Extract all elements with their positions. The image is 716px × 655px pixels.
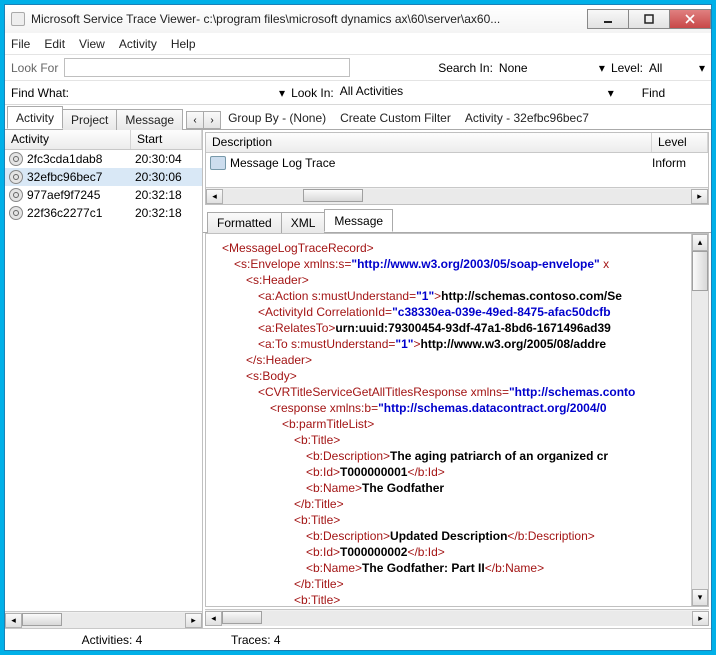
activity-row[interactable]: 2fc3cda1dab820:30:04 <box>5 150 202 168</box>
maximize-button[interactable] <box>628 9 670 29</box>
activity-row[interactable]: 22f36c2277c120:32:18 <box>5 204 202 222</box>
scroll-right-icon[interactable]: ▸ <box>691 189 708 204</box>
trace-icon <box>210 156 226 170</box>
activity-id: 22f36c2277c1 <box>27 206 135 220</box>
dropdown-icon[interactable]: ▾ <box>599 61 605 75</box>
v-scrollbar[interactable]: ▴ ▾ <box>691 234 708 606</box>
col-start[interactable]: Start <box>131 130 202 149</box>
activity-list: 2fc3cda1dab820:30:0432efbc96bec720:30:06… <box>5 150 202 611</box>
level-value[interactable]: All <box>649 61 693 75</box>
activity-indicator: Activity - 32efbc96bec7 <box>465 111 589 125</box>
scroll-left-icon[interactable]: ◂ <box>205 611 222 626</box>
custom-filter-button[interactable]: Create Custom Filter <box>340 111 451 125</box>
h-scrollbar[interactable]: ◂ ▸ <box>5 611 202 628</box>
app-window: Microsoft Service Trace Viewer- c:\progr… <box>4 4 712 651</box>
look-in-value[interactable]: All Activities <box>340 84 602 102</box>
trace-description: Message Log Trace <box>230 156 652 170</box>
trace-pane: Description Level Message Log Trace Info… <box>203 130 711 628</box>
nav-prev-button[interactable]: ‹ <box>186 111 204 129</box>
find-what-label: Find What: <box>11 86 69 100</box>
menu-help[interactable]: Help <box>171 37 196 51</box>
look-for-input[interactable] <box>64 58 350 77</box>
menu-edit[interactable]: Edit <box>44 37 65 51</box>
menu-view[interactable]: View <box>79 37 105 51</box>
h-scrollbar[interactable]: ◂ ▸ <box>205 609 709 626</box>
dropdown-icon[interactable]: ▾ <box>699 61 705 75</box>
menubar: File Edit View Activity Help <box>5 33 711 55</box>
search-in-value[interactable]: None <box>499 61 593 75</box>
scroll-thumb[interactable] <box>692 251 708 291</box>
scroll-thumb[interactable] <box>222 611 262 624</box>
activity-start: 20:32:18 <box>135 206 195 220</box>
titlebar: Microsoft Service Trace Viewer- c:\progr… <box>5 5 711 33</box>
dropdown-icon[interactable]: ▾ <box>279 86 285 100</box>
scroll-down-icon[interactable]: ▾ <box>692 589 708 606</box>
scroll-right-icon[interactable]: ▸ <box>185 613 202 628</box>
group-by-button[interactable]: Group By - (None) <box>228 111 326 125</box>
find-button[interactable]: Find <box>642 86 665 100</box>
activity-id: 32efbc96bec7 <box>27 170 135 184</box>
menu-activity[interactable]: Activity <box>119 37 157 51</box>
close-button[interactable] <box>669 9 711 29</box>
activity-row[interactable]: 32efbc96bec720:30:06 <box>5 168 202 186</box>
nav-next-button[interactable]: › <box>203 111 221 129</box>
scroll-thumb[interactable] <box>22 613 62 626</box>
tab-message[interactable]: Message <box>116 109 183 130</box>
statusbar: Activities: 4 Traces: 4 <box>5 628 711 650</box>
tab-activity[interactable]: Activity <box>7 106 63 129</box>
activity-icon <box>9 188 23 202</box>
activity-icon <box>9 170 23 184</box>
look-for-label: Look For <box>11 61 58 75</box>
window-title: Microsoft Service Trace Viewer- c:\progr… <box>31 12 588 26</box>
activity-icon <box>9 152 23 166</box>
main-split: Activity Start 2fc3cda1dab820:30:0432efb… <box>5 130 711 628</box>
tab-message-view[interactable]: Message <box>324 209 393 232</box>
activity-id: 2fc3cda1dab8 <box>27 152 135 166</box>
h-scrollbar[interactable]: ◂ ▸ <box>206 187 708 204</box>
status-traces: Traces: 4 <box>211 633 703 647</box>
col-level[interactable]: Level <box>652 133 708 152</box>
description-grid: Description Level Message Log Trace Info… <box>205 132 709 205</box>
scroll-right-icon[interactable]: ▸ <box>692 611 709 626</box>
xml-content[interactable]: <MessageLogTraceRecord><s:Envelope xmlns… <box>206 234 691 606</box>
find-what-input[interactable] <box>75 84 273 102</box>
search-in-label: Search In: <box>438 61 493 75</box>
activity-header: Activity Start <box>5 130 202 150</box>
scroll-left-icon[interactable]: ◂ <box>5 613 22 628</box>
col-description[interactable]: Description <box>206 133 652 152</box>
toolbar-search: Look For Search In: None ▾ Level: All ▾ <box>5 55 711 81</box>
menu-file[interactable]: File <box>11 37 30 51</box>
scroll-thumb[interactable] <box>303 189 363 202</box>
view-tabs: Formatted XML Message <box>203 209 711 233</box>
minimize-button[interactable] <box>587 9 629 29</box>
toolbar-find: Find What: ▾ Look In: All Activities ▾ F… <box>5 81 711 105</box>
scroll-up-icon[interactable]: ▴ <box>692 234 708 251</box>
tab-formatted[interactable]: Formatted <box>207 212 282 233</box>
activity-start: 20:30:06 <box>135 170 195 184</box>
activity-start: 20:30:04 <box>135 152 195 166</box>
activity-id: 977aef9f7245 <box>27 188 135 202</box>
trace-level: Inform <box>652 156 708 170</box>
status-activities: Activities: 4 <box>13 633 211 647</box>
dropdown-icon[interactable]: ▾ <box>608 86 614 100</box>
xml-viewer: <MessageLogTraceRecord><s:Envelope xmlns… <box>205 233 709 607</box>
scroll-left-icon[interactable]: ◂ <box>206 189 223 204</box>
tab-project[interactable]: Project <box>62 109 117 130</box>
activity-pane: Activity Start 2fc3cda1dab820:30:0432efb… <box>5 130 203 628</box>
tab-xml[interactable]: XML <box>281 212 326 233</box>
activity-row[interactable]: 977aef9f724520:32:18 <box>5 186 202 204</box>
app-icon <box>11 12 25 26</box>
activity-start: 20:32:18 <box>135 188 195 202</box>
col-activity[interactable]: Activity <box>5 130 131 149</box>
trace-row[interactable]: Message Log Trace Inform <box>206 153 708 173</box>
activity-icon <box>9 206 23 220</box>
level-label: Level: <box>611 61 643 75</box>
look-in-label: Look In: <box>291 86 334 100</box>
